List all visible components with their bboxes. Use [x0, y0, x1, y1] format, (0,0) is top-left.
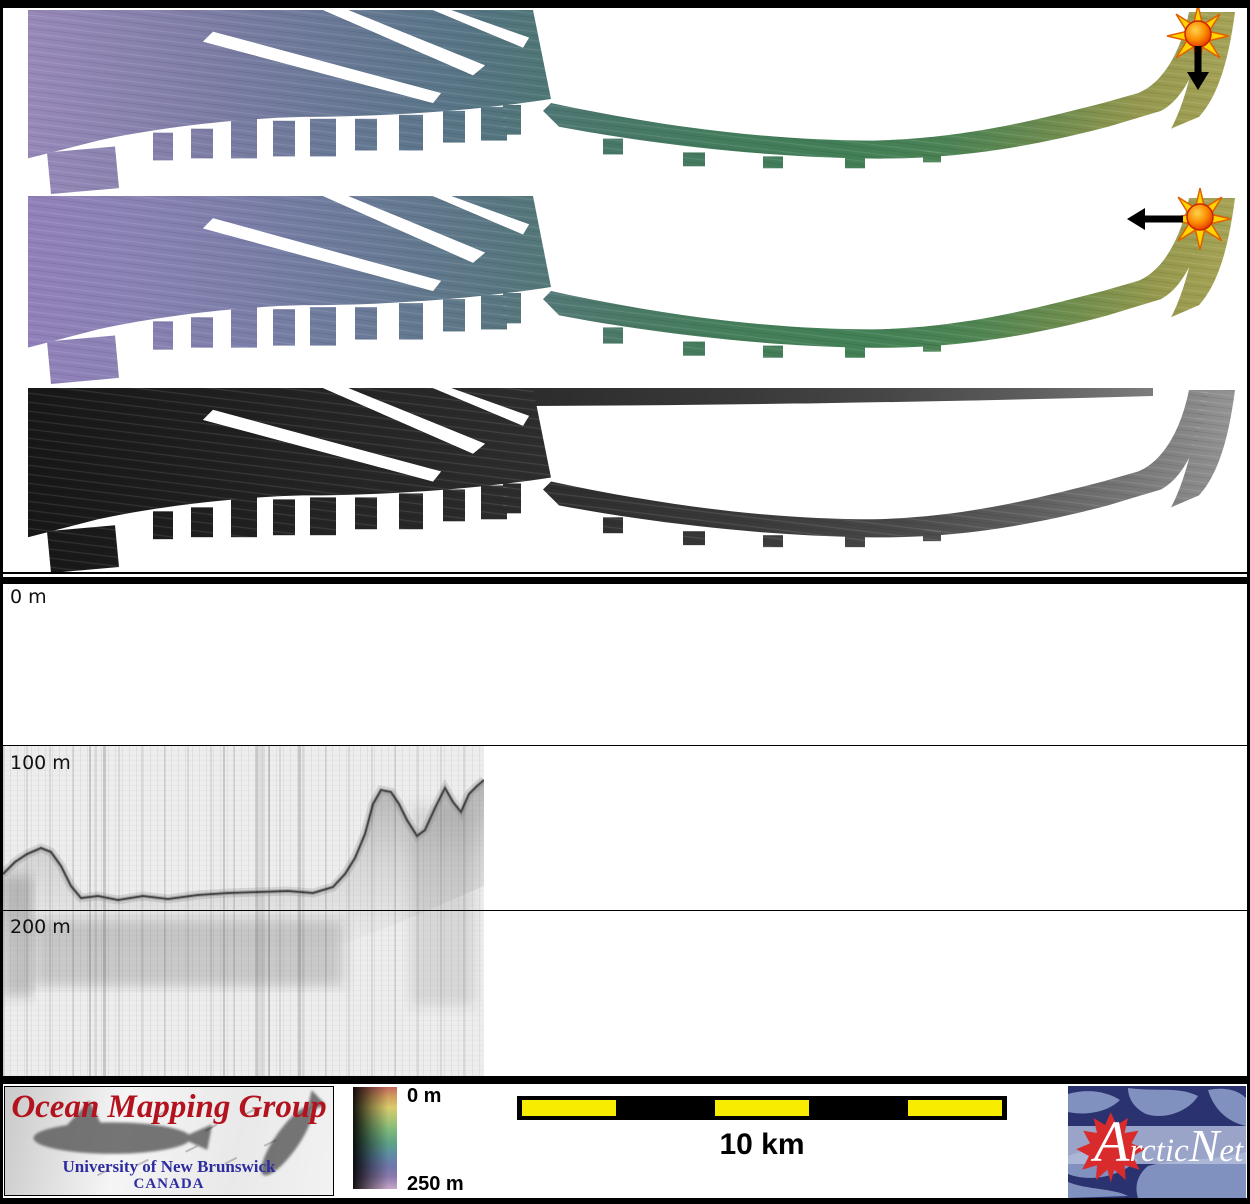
depth-label-100m: 100 m: [10, 752, 71, 774]
arcticnet-logo: ArcticNet: [1068, 1086, 1246, 1198]
bathymetry-swath-map: [28, 196, 1235, 384]
arcticnet-letter-a: A: [1094, 1109, 1130, 1174]
illumination-legend-1: [1163, 2, 1233, 94]
omg-university: University of New Brunswick: [62, 1157, 276, 1176]
maple-leaf-icon: [1076, 1112, 1146, 1183]
bathymetry-panel-sun-east: [3, 194, 1247, 384]
upper-box-border: [0, 572, 1250, 574]
footer: Ocean Mapping Group University of New Br…: [0, 1084, 1250, 1198]
scale-bar: [517, 1096, 1007, 1120]
frame-left: [0, 0, 3, 1204]
depth-line-100m: [3, 745, 1247, 746]
subbottom-profile-image: [3, 746, 484, 1076]
scale-segment: [908, 1100, 1002, 1116]
omg-country: CANADA: [133, 1176, 205, 1192]
fish-silhouettes-icon: [33, 1090, 326, 1177]
sun-arrow-down-icon: [1166, 4, 1230, 90]
omg-title: Ocean Mapping Group: [11, 1089, 327, 1125]
bathymetry-panel-sun-north: [3, 8, 1247, 194]
divider-profile-footer: [0, 1076, 1250, 1084]
arcticnet-rctic: rctic: [1129, 1133, 1189, 1169]
seafloor-trace: [3, 776, 484, 1006]
scale-segment: [522, 1100, 616, 1116]
omg-logo: Ocean Mapping Group University of New Br…: [4, 1086, 334, 1196]
depth-label-200m: 200 m: [10, 916, 71, 938]
arcticnet-letter-n: N: [1188, 1120, 1220, 1171]
bathymetry-swath-map: [28, 9, 1235, 194]
backscatter-panel: [3, 386, 1247, 573]
illumination-legend-2: [1119, 185, 1232, 255]
depth-colorbar: [353, 1087, 397, 1189]
scale-segment: [715, 1100, 809, 1116]
sun-arrow-left-icon: [1127, 187, 1232, 251]
depth-line-200m: [3, 910, 1247, 911]
arcticnet-wordmark: ArcticNet: [1094, 1108, 1243, 1175]
colorbar-bottom-label: 250 m: [407, 1173, 464, 1195]
frame-bottom: [0, 1198, 1250, 1204]
colorbar-top-label: 0 m: [407, 1085, 442, 1107]
arctic-map-background: [1068, 1088, 1246, 1198]
arcticnet-et: et: [1219, 1133, 1244, 1169]
depth-label-0m: 0 m: [10, 586, 47, 608]
scale-bar-label: 10 km: [719, 1128, 805, 1161]
frame-right: [1247, 0, 1250, 1204]
divider-maps-profile: [0, 577, 1250, 584]
backscatter-swath-map: [28, 387, 1235, 573]
frame-top: [0, 0, 1250, 8]
